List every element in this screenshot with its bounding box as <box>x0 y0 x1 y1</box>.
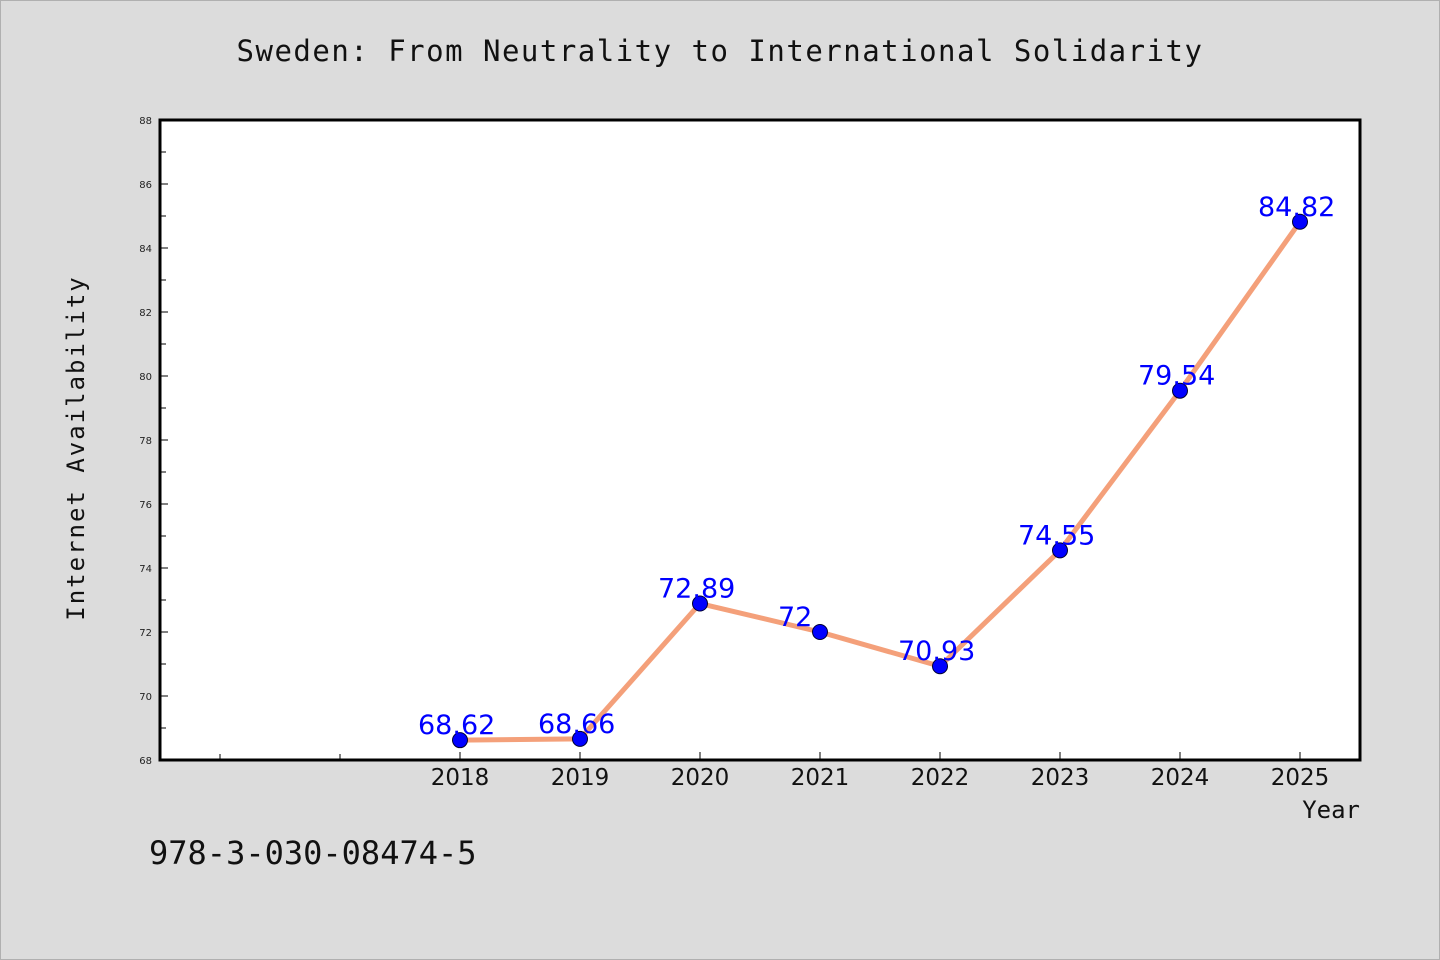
x-tick-label: 2018 <box>431 765 490 791</box>
data-point <box>572 730 588 747</box>
y-tick-label: 74 <box>139 564 152 575</box>
y-tick-label: 82 <box>139 308 152 319</box>
series-line <box>457 219 1303 743</box>
data-label: 72.89 <box>658 574 735 605</box>
data-point <box>1292 213 1308 230</box>
y-tick-label: 84 <box>139 244 152 255</box>
x-tick-label: 2024 <box>1151 765 1210 791</box>
data-point <box>1172 382 1188 399</box>
data-point <box>932 658 948 675</box>
data-label: 68.66 <box>538 709 615 740</box>
axes-group: 68 70 72 74 76 78 80 82 84 86 88 2018 2019 2020 2021 20… <box>139 116 1362 791</box>
data-label: 79.54 <box>1138 361 1215 392</box>
y-tick-label: 80 <box>139 372 152 383</box>
y-tick-label: 72 <box>139 628 152 639</box>
footer-isbn-text: 978-3-030-08474-5 <box>149 834 477 872</box>
data-labels-group: 68.62 68.66 72.89 72 70.93 74.55 79.54 84.82 <box>418 192 1335 741</box>
data-point <box>692 595 708 612</box>
y-tick-label: 86 <box>139 180 152 191</box>
x-tick-label: 2021 <box>791 765 850 791</box>
data-label: 70.93 <box>898 636 975 667</box>
x-tick-label: 2022 <box>911 765 970 791</box>
data-point <box>1052 542 1068 559</box>
series-group <box>452 213 1308 749</box>
chart-title: Sweden: From Neutrality to International… <box>236 34 1204 68</box>
x-axis-label: Year <box>1302 796 1360 824</box>
x-tick-label: 2025 <box>1271 765 1330 791</box>
data-point <box>812 624 828 640</box>
x-tick-label: 2019 <box>551 765 610 791</box>
data-label: 84.82 <box>1258 192 1335 223</box>
plot-frame <box>158 118 1362 762</box>
y-tick-label: 76 <box>139 500 152 511</box>
y-tick-label: 68 <box>139 756 152 767</box>
plot-background <box>160 120 1360 760</box>
x-tick-label: 2023 <box>1031 765 1090 791</box>
data-label: 74.55 <box>1018 520 1095 551</box>
y-tick-label: 70 <box>139 692 152 703</box>
data-label: 68.62 <box>418 710 495 741</box>
data-point <box>452 732 468 749</box>
data-label: 72 <box>778 602 812 633</box>
x-tick-label: 2020 <box>671 765 730 791</box>
y-tick-label: 88 <box>139 116 152 127</box>
y-tick-label: 78 <box>139 436 152 447</box>
